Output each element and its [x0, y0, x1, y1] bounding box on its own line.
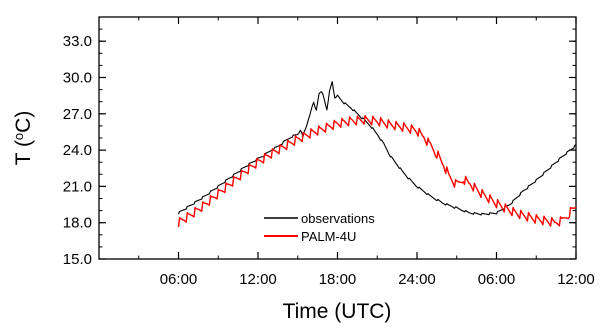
- y-tick-label: 15.0: [63, 251, 92, 268]
- x-tick-label: 12:00: [557, 271, 595, 288]
- legend-label-palm4u: PALM-4U: [301, 229, 356, 244]
- series-line-observations: [177, 81, 577, 216]
- legend: observations PALM-4U: [264, 211, 375, 244]
- y-tick-label: 33.0: [63, 33, 92, 50]
- y-axis-title: T (oC): [11, 111, 35, 166]
- y-tick-label: 27.0: [63, 106, 92, 123]
- y-axis-title-main: T (: [12, 140, 35, 165]
- y-tick-label: 21.0: [63, 178, 92, 195]
- x-tick-labels: 06:00 12:00 18:00 24:00 06:00 12:00: [160, 271, 595, 288]
- series-lines: [177, 81, 577, 228]
- y-tick-label: 18.0: [63, 215, 92, 232]
- y-axis-title-end: C): [12, 111, 35, 133]
- x-axis-title: Time (UTC): [283, 300, 392, 323]
- x-tick-label: 24:00: [398, 271, 436, 288]
- y-axis-title-sup: o: [11, 133, 26, 140]
- x-tick-label: 06:00: [160, 271, 198, 288]
- series-line-palm-4u: [177, 114, 577, 228]
- x-tick-label: 06:00: [478, 271, 516, 288]
- axis-ticks: [98, 16, 577, 260]
- y-tick-label: 24.0: [63, 142, 92, 159]
- y-tick-labels: 15.0 18.0 21.0 24.0 27.0 30.0 33.0: [63, 33, 92, 268]
- legend-label-observations: observations: [301, 211, 375, 226]
- x-tick-label: 12:00: [239, 271, 277, 288]
- y-tick-label: 30.0: [63, 70, 92, 87]
- x-tick-label: 18:00: [319, 271, 357, 288]
